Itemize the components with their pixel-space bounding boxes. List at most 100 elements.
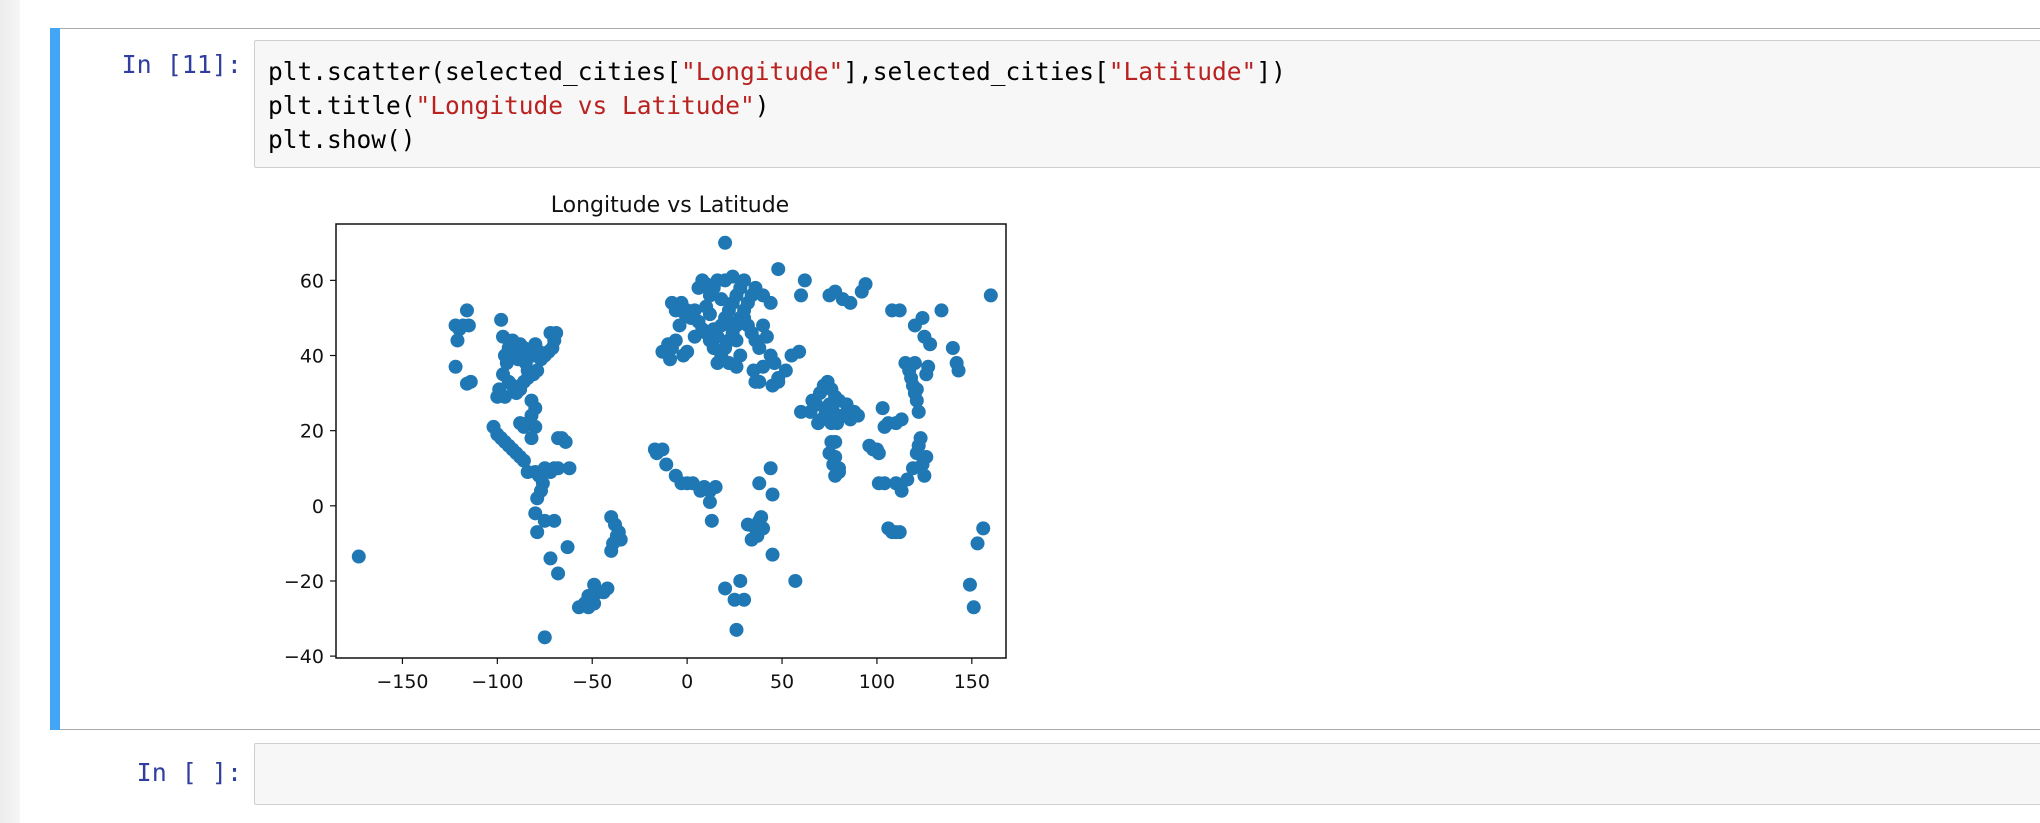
empty-code-input[interactable] bbox=[254, 743, 2040, 805]
scatter-point bbox=[746, 363, 761, 378]
scatter-point bbox=[756, 318, 771, 333]
scatter-point bbox=[962, 577, 977, 592]
scatter-point bbox=[351, 549, 366, 564]
scatter-point bbox=[913, 431, 928, 446]
y-tick-label: −40 bbox=[284, 646, 324, 668]
scatter-point bbox=[917, 329, 932, 344]
scatter-point bbox=[680, 344, 695, 359]
x-tick-label: 150 bbox=[954, 671, 990, 693]
y-tick-label: 60 bbox=[300, 270, 324, 292]
scatter-point bbox=[680, 303, 695, 318]
x-axis: −150 −100 −50 0 50 100 150 bbox=[376, 658, 990, 693]
scatter-point bbox=[528, 506, 543, 521]
scatter-point bbox=[547, 513, 562, 528]
scatter-point bbox=[877, 476, 892, 491]
scatter-point bbox=[831, 461, 846, 476]
y-tick-label: 0 bbox=[312, 496, 324, 518]
code-line-1: plt.scatter(selected_cities["Longitude"]… bbox=[268, 57, 1286, 86]
scatter-point bbox=[729, 622, 744, 637]
scatter-point bbox=[714, 292, 729, 307]
scatter-point bbox=[763, 461, 778, 476]
input-prompt: In [11]: bbox=[121, 50, 242, 79]
y-axis: −40 −20 0 20 40 60 bbox=[284, 270, 336, 668]
scatter-point bbox=[858, 277, 873, 292]
scatter-points bbox=[351, 235, 998, 645]
scatter-point bbox=[750, 528, 765, 543]
scatter-point bbox=[533, 352, 548, 367]
scatter-point bbox=[843, 295, 858, 310]
scatter-point bbox=[706, 322, 721, 337]
y-tick-label: 40 bbox=[300, 346, 324, 368]
scatter-point bbox=[763, 295, 778, 310]
scatter-point bbox=[494, 312, 509, 327]
scatter-point bbox=[866, 442, 881, 457]
scatter-point bbox=[765, 547, 780, 562]
code-input-area[interactable]: plt.scatter(selected_cities["Longitude"]… bbox=[254, 40, 2040, 168]
scatter-point bbox=[704, 513, 719, 528]
scatter-point bbox=[516, 453, 531, 468]
selection-bar bbox=[50, 28, 60, 730]
scatter-point bbox=[748, 374, 763, 389]
cell-output: Longitude vs Latitude −150 −100 −50 0 50 100 1… bbox=[254, 178, 1044, 703]
x-tick-label: −100 bbox=[471, 671, 523, 693]
scatter-point bbox=[754, 510, 769, 525]
scatter-point bbox=[497, 389, 512, 404]
scatter-point bbox=[543, 551, 558, 566]
scatter-point bbox=[562, 461, 577, 476]
scatter-point bbox=[659, 457, 674, 472]
input-prompt-empty: In [ ]: bbox=[136, 758, 242, 787]
scatter-point bbox=[752, 476, 767, 491]
scatter-point bbox=[729, 333, 744, 348]
scatter-point bbox=[788, 573, 803, 588]
scatter-point bbox=[894, 412, 909, 427]
x-tick-label: 100 bbox=[859, 671, 895, 693]
scatter-point bbox=[909, 382, 924, 397]
scatter-point bbox=[461, 318, 476, 333]
scatter-point bbox=[828, 434, 843, 449]
y-tick-label: −20 bbox=[284, 571, 324, 593]
scatter-point bbox=[672, 318, 687, 333]
scatter-point bbox=[543, 325, 558, 340]
scatter-point bbox=[733, 573, 748, 588]
scatter-point bbox=[911, 404, 926, 419]
scatter-point bbox=[759, 329, 774, 344]
left-gutter bbox=[0, 0, 20, 823]
scatter-point bbox=[524, 431, 539, 446]
scatter-point bbox=[771, 374, 786, 389]
scatter-point bbox=[737, 273, 752, 288]
chart-title: Longitude vs Latitude bbox=[551, 193, 789, 218]
scatter-point bbox=[983, 288, 998, 303]
scatter-point bbox=[900, 472, 915, 487]
scatter-point bbox=[668, 333, 683, 348]
code-cell-selected[interactable] bbox=[50, 28, 2040, 730]
scatter-point bbox=[663, 352, 678, 367]
scatter-point bbox=[581, 600, 596, 615]
scatter-point bbox=[448, 359, 463, 374]
scatter-point bbox=[729, 359, 744, 374]
scatter-point bbox=[828, 284, 843, 299]
scatter-point bbox=[699, 277, 714, 292]
scatter-point bbox=[604, 543, 619, 558]
scatter-point bbox=[919, 449, 934, 464]
plot-frame bbox=[335, 223, 1007, 659]
x-tick-label: −150 bbox=[376, 671, 428, 693]
scatter-point bbox=[811, 416, 826, 431]
scatter-point bbox=[530, 491, 545, 506]
scatter-point bbox=[752, 341, 767, 355]
scatter-point bbox=[917, 468, 932, 483]
scatter-point bbox=[894, 483, 909, 498]
scatter-point bbox=[459, 376, 474, 391]
scatter-point bbox=[875, 401, 890, 416]
scatter-point bbox=[551, 461, 566, 476]
scatter-point bbox=[537, 630, 552, 645]
scatter-point bbox=[551, 566, 566, 581]
scatter-point bbox=[587, 577, 602, 592]
scatter-point bbox=[792, 344, 807, 359]
scatter-point bbox=[976, 521, 991, 536]
scatter-point bbox=[513, 416, 528, 431]
scatter-point bbox=[737, 592, 752, 607]
scatter-point bbox=[951, 363, 966, 378]
scatter-point bbox=[560, 540, 575, 555]
scatter-point bbox=[702, 495, 717, 510]
scatter-point bbox=[450, 333, 465, 348]
